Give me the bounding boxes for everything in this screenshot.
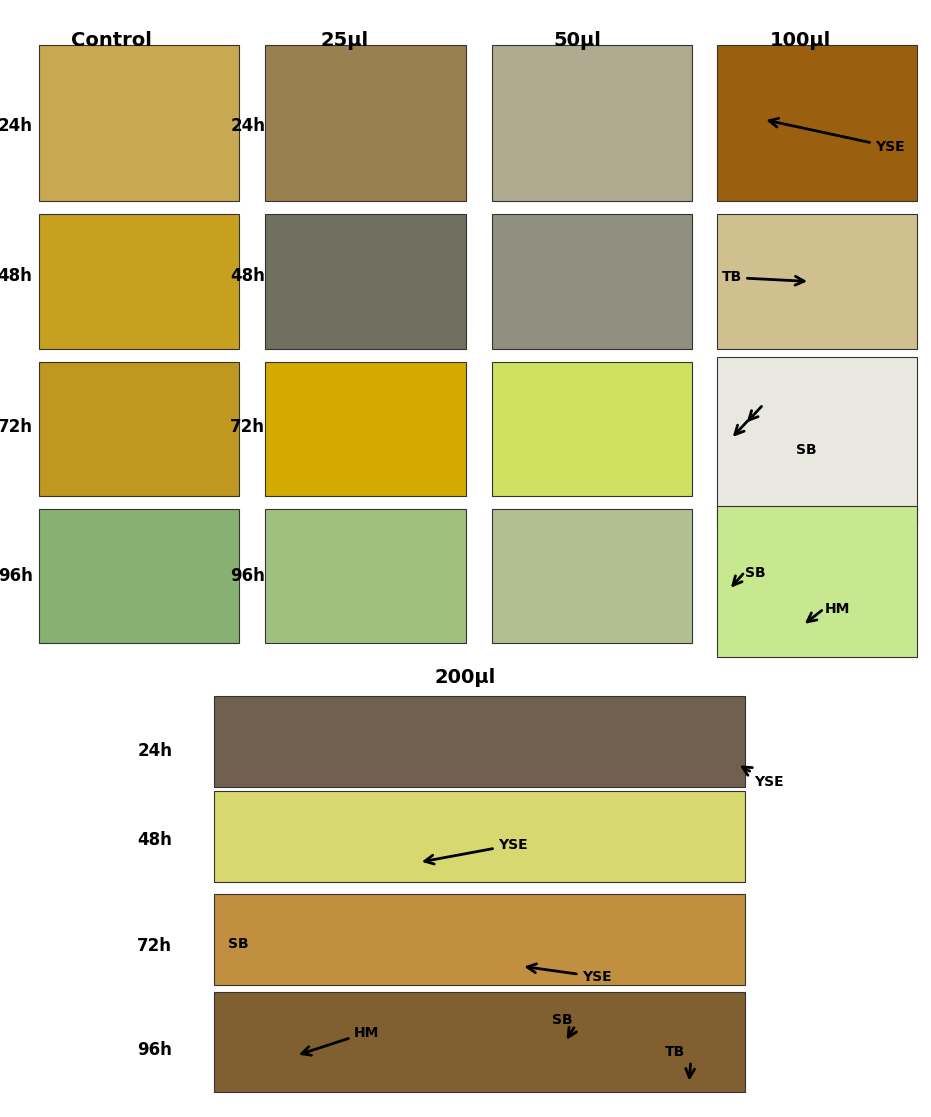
- Text: TB: TB: [665, 1046, 685, 1059]
- Bar: [265, 362, 466, 496]
- Text: 48h: 48h: [138, 831, 172, 849]
- Bar: [214, 894, 745, 985]
- Text: SB: SB: [796, 443, 816, 457]
- Bar: [717, 357, 917, 525]
- Bar: [717, 45, 917, 201]
- Text: 200µl: 200µl: [435, 668, 496, 687]
- Text: SB: SB: [228, 937, 249, 951]
- Text: 72h: 72h: [230, 418, 265, 436]
- Bar: [492, 509, 692, 643]
- Text: 72h: 72h: [0, 418, 33, 436]
- Text: 96h: 96h: [138, 1041, 172, 1059]
- Bar: [214, 992, 745, 1092]
- Text: 48h: 48h: [0, 267, 33, 285]
- Text: 24h: 24h: [137, 742, 172, 760]
- Bar: [717, 214, 917, 349]
- Text: Control: Control: [72, 31, 152, 50]
- Text: 25µl: 25µl: [320, 31, 369, 50]
- Text: YSE: YSE: [742, 767, 784, 790]
- Bar: [214, 791, 745, 882]
- Bar: [492, 45, 692, 201]
- Text: SB: SB: [552, 1013, 573, 1027]
- Bar: [214, 696, 745, 787]
- Bar: [39, 362, 239, 496]
- Bar: [717, 506, 917, 657]
- Bar: [39, 45, 239, 201]
- Text: 72h: 72h: [137, 937, 172, 955]
- Text: 50µl: 50µl: [553, 31, 601, 50]
- Text: YSE: YSE: [425, 838, 528, 865]
- Bar: [265, 45, 466, 201]
- Bar: [492, 214, 692, 349]
- Text: HM: HM: [825, 602, 850, 615]
- Text: 96h: 96h: [231, 567, 265, 585]
- Text: HM: HM: [302, 1025, 379, 1056]
- Bar: [39, 214, 239, 349]
- Text: YSE: YSE: [769, 118, 905, 154]
- Bar: [265, 509, 466, 643]
- Text: 24h: 24h: [230, 117, 265, 135]
- Text: 96h: 96h: [0, 567, 33, 585]
- Text: SB: SB: [745, 566, 765, 580]
- Bar: [265, 214, 466, 349]
- Text: 24h: 24h: [0, 117, 33, 135]
- Text: 100µl: 100µl: [770, 31, 831, 50]
- Text: TB: TB: [722, 270, 804, 285]
- Text: YSE: YSE: [527, 964, 612, 984]
- Bar: [492, 362, 692, 496]
- Bar: [39, 509, 239, 643]
- Text: 48h: 48h: [231, 267, 265, 285]
